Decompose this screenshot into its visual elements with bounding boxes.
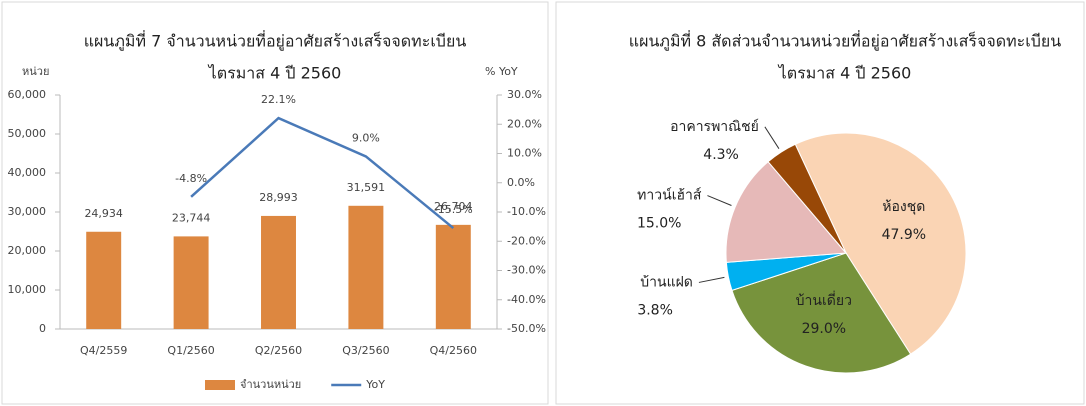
x-tick-label: Q1/2560 xyxy=(167,344,214,357)
y2-tick-label: 10.0% xyxy=(507,147,542,160)
y2-tick-label: -30.0% xyxy=(507,264,546,277)
chart-title: แผนภูมิที่ 7 จำนวนหน่วยที่อยู่อาศัยสร้าง… xyxy=(84,30,467,52)
y2-tick-label: -10.0% xyxy=(507,205,546,218)
data-label: -4.8% xyxy=(175,172,207,185)
leader-line xyxy=(707,195,732,206)
line xyxy=(190,116,455,230)
y-tick-label: 20,000 xyxy=(8,244,47,257)
bar xyxy=(261,215,296,329)
pie-label: อาคารพาณิชย์ xyxy=(670,118,759,135)
pie-label: ทาวน์เฮ้าส์ xyxy=(637,187,702,204)
x-tick-label: Q4/2559 xyxy=(80,344,127,357)
pie-value: 47.9% xyxy=(882,227,926,243)
y2-tick-label: 20.0% xyxy=(507,117,542,130)
y-axis-label: หน่วย xyxy=(22,65,49,78)
y-tick-label: 50,000 xyxy=(8,127,47,140)
data-label: 22.1% xyxy=(261,93,296,106)
data-label: 23,744 xyxy=(172,211,211,224)
pie-value: 4.3% xyxy=(703,147,739,163)
y-tick-label: 0 xyxy=(39,322,46,335)
legend-swatch xyxy=(205,380,235,390)
chart-subtitle: ไตรมาส 4 ปี 2560 xyxy=(207,64,342,83)
y2-tick-label: 30.0% xyxy=(507,88,542,101)
chart-subtitle: ไตรมาส 4 ปี 2560 xyxy=(777,64,912,83)
data-label: 31,591 xyxy=(347,181,386,194)
data-label: 26,704 xyxy=(434,200,473,213)
x-tick-label: Q4/2560 xyxy=(430,344,477,357)
y-tick-label: 60,000 xyxy=(8,88,47,101)
data-label: 28,993 xyxy=(259,191,298,204)
chart-title: แผนภูมิที่ 8 สัดส่วนจำนวนหน่วยที่อยู่อาศ… xyxy=(629,30,1061,52)
y2-tick-label: 0.0% xyxy=(507,176,535,189)
y-tick-label: 40,000 xyxy=(8,166,47,179)
bar xyxy=(348,205,384,329)
bar xyxy=(86,231,122,329)
pie-slice xyxy=(731,252,912,374)
data-label: 9.0% xyxy=(352,131,380,144)
data-label: -15.5% xyxy=(434,203,473,216)
leader-line xyxy=(698,276,725,283)
pie-label: บ้านแฝด xyxy=(640,274,693,290)
x-tick-label: Q2/2560 xyxy=(255,344,302,357)
pie-value: 3.8% xyxy=(637,302,673,318)
pie-label: บ้านเดี่ยว xyxy=(796,291,852,309)
pie-slice xyxy=(767,143,847,254)
y2-tick-label: -40.0% xyxy=(507,293,546,306)
legend-label: YoY xyxy=(365,378,385,391)
left-panel xyxy=(1,1,549,405)
y2-axis-label: % YoY xyxy=(485,65,518,78)
y-tick-label: 10,000 xyxy=(8,283,47,296)
x-tick-label: Q3/2560 xyxy=(342,344,389,357)
pie-label: ห้องชุด xyxy=(882,199,925,215)
bar xyxy=(435,224,471,329)
legend-label: จำนวนหน่วย xyxy=(240,378,301,391)
pie-value: 15.0% xyxy=(637,216,681,232)
y-tick-label: 30,000 xyxy=(8,205,47,218)
pie-slice xyxy=(794,132,967,355)
pie-value: 29.0% xyxy=(802,321,846,337)
data-label: 24,934 xyxy=(84,207,123,220)
y2-tick-label: -50.0% xyxy=(507,322,546,335)
y2-tick-label: -20.0% xyxy=(507,234,546,247)
leader-line xyxy=(764,126,780,149)
pie-slice xyxy=(725,161,848,263)
bar xyxy=(173,236,209,329)
